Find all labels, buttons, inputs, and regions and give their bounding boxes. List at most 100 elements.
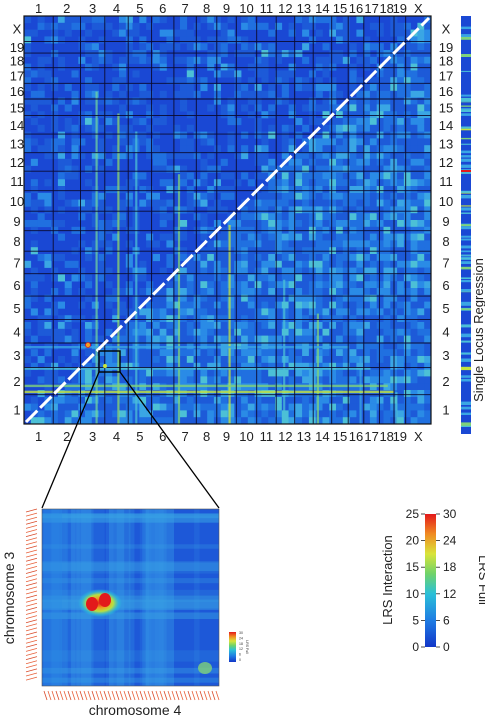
heatmap-cell bbox=[281, 403, 289, 411]
colorbar-tick-right: 12 bbox=[443, 587, 457, 601]
heatmap-cell bbox=[98, 410, 106, 418]
heatmap-cell bbox=[234, 240, 242, 248]
heatmap-cell bbox=[376, 104, 384, 112]
single-locus-stripe bbox=[461, 108, 471, 110]
heatmap-cell bbox=[241, 254, 249, 262]
heatmap-cell bbox=[186, 328, 194, 336]
tick-label-right: 11 bbox=[439, 174, 453, 189]
heatmap-cell bbox=[200, 158, 208, 166]
heatmap-cell bbox=[336, 356, 344, 364]
single-locus-stripe bbox=[461, 205, 471, 207]
zoom-peak-core-2 bbox=[99, 593, 111, 607]
interaction-peak-marker bbox=[85, 342, 91, 348]
heatmap-cell bbox=[268, 131, 276, 139]
heatmap-cell bbox=[139, 328, 147, 336]
heatmap-cell bbox=[213, 220, 221, 228]
heatmap-cell bbox=[213, 274, 221, 282]
heatmap-cell bbox=[57, 335, 65, 343]
heatmap-cell bbox=[207, 396, 215, 404]
heatmap-cell bbox=[64, 403, 72, 411]
heatmap-cell bbox=[125, 254, 133, 262]
heatmap-cell bbox=[342, 396, 350, 404]
heatmap-cell bbox=[342, 281, 350, 289]
heatmap-cell bbox=[57, 138, 65, 146]
heatmap-cell bbox=[119, 104, 127, 112]
heatmap-cell bbox=[85, 335, 93, 343]
heatmap-cell bbox=[247, 63, 255, 71]
heatmap-cell bbox=[159, 16, 167, 24]
tick-label-left: 8 bbox=[13, 234, 20, 249]
heatmap-cell bbox=[132, 29, 140, 37]
heatmap-cell bbox=[91, 390, 99, 398]
heatmap-cell bbox=[159, 349, 167, 357]
heatmap-cell bbox=[213, 145, 221, 153]
heatmap-cell bbox=[254, 369, 262, 377]
heatmap-cell bbox=[64, 22, 72, 30]
lower-band bbox=[24, 346, 350, 349]
heatmap-cell bbox=[410, 288, 418, 296]
heatmap-cell bbox=[397, 63, 405, 71]
heatmap-cell bbox=[356, 124, 364, 132]
heatmap-cell bbox=[417, 206, 425, 214]
tick-label-left: 14 bbox=[10, 118, 24, 133]
heatmap-cell bbox=[302, 165, 310, 173]
heatmap-cell bbox=[383, 172, 391, 180]
heatmap-cell bbox=[91, 124, 99, 132]
heatmap-cell bbox=[146, 124, 154, 132]
heatmap-cell bbox=[247, 417, 255, 425]
heatmap-cell bbox=[329, 396, 337, 404]
heatmap-cell bbox=[51, 274, 59, 282]
heatmap-cell bbox=[268, 90, 276, 98]
heatmap-cell bbox=[383, 63, 391, 71]
heatmap-cell bbox=[180, 16, 188, 24]
heatmap-cell bbox=[397, 362, 405, 370]
heatmap-cell bbox=[268, 281, 276, 289]
heatmap-cell bbox=[254, 342, 262, 350]
heatmap-cell bbox=[227, 335, 235, 343]
heatmap-cell bbox=[173, 77, 181, 85]
heatmap-cell bbox=[78, 274, 86, 282]
heatmap-cell bbox=[424, 145, 432, 153]
heatmap-cell bbox=[64, 16, 72, 24]
heatmap-cell bbox=[349, 240, 357, 248]
heatmap-cell bbox=[254, 322, 262, 330]
heatmap-cell bbox=[261, 213, 269, 221]
heatmap-cell bbox=[295, 294, 303, 302]
heatmap-cell bbox=[234, 301, 242, 309]
heatmap-cell bbox=[397, 172, 405, 180]
heatmap-cell bbox=[200, 390, 208, 398]
heatmap-cell bbox=[397, 165, 405, 173]
heatmap-cell bbox=[180, 369, 188, 377]
heatmap-cell bbox=[322, 158, 330, 166]
heatmap-cell bbox=[349, 301, 357, 309]
heatmap-cell bbox=[261, 260, 269, 268]
heatmap-cell bbox=[152, 322, 160, 330]
heatmap-cell bbox=[247, 328, 255, 336]
heatmap-cell bbox=[98, 356, 106, 364]
heatmap-cell bbox=[397, 376, 405, 384]
heatmap-cell bbox=[30, 240, 38, 248]
heatmap-cell bbox=[51, 376, 59, 384]
heatmap-cell bbox=[166, 294, 174, 302]
chromosome-4-marker-rug bbox=[43, 690, 220, 701]
heatmap-cell bbox=[275, 349, 283, 357]
heatmap-cell bbox=[275, 22, 283, 30]
heatmap-cell bbox=[410, 186, 418, 194]
heatmap-cell bbox=[186, 308, 194, 316]
heatmap-cell bbox=[30, 417, 38, 425]
heatmap-cell bbox=[261, 192, 269, 200]
heatmap-cell bbox=[71, 342, 79, 350]
interaction-peak-marker-2 bbox=[103, 364, 107, 368]
heatmap-cell bbox=[220, 403, 228, 411]
tick-label-right: 18 bbox=[439, 53, 453, 68]
heatmap-cell bbox=[152, 369, 160, 377]
heatmap-cell bbox=[200, 410, 208, 418]
heatmap-cell bbox=[417, 356, 425, 364]
heatmap-cell bbox=[173, 342, 181, 350]
heatmap-cell bbox=[342, 342, 350, 350]
heatmap-cell bbox=[329, 179, 337, 187]
heatmap-cell bbox=[186, 43, 194, 51]
heatmap-cell bbox=[193, 390, 201, 398]
heatmap-cell bbox=[119, 152, 127, 160]
heatmap-cell bbox=[64, 315, 72, 323]
